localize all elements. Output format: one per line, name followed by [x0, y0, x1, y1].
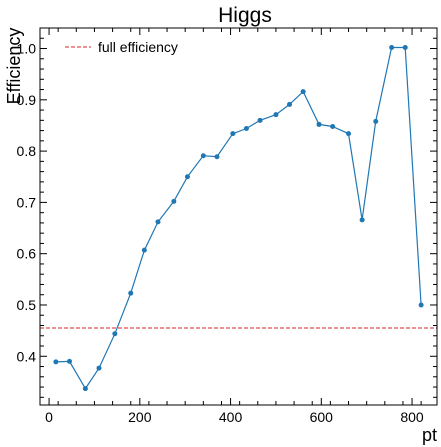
legend: full efficiency — [65, 39, 178, 55]
chart-title: Higgs — [218, 4, 272, 27]
data-point — [230, 131, 236, 137]
efficiency-series-line — [55, 46, 422, 390]
data-point — [316, 121, 322, 127]
data-point — [389, 44, 395, 50]
data-point — [257, 117, 263, 123]
data-point — [330, 123, 336, 129]
plot-area — [40, 44, 437, 392]
data-point — [300, 89, 306, 95]
x-axis-title: pt — [422, 425, 437, 445]
tick-labels: 0 200 400 600 800 0.4 0.5 0.6 0.7 0.8 0.9 1.0 — [17, 41, 424, 425]
axis-ticks — [39, 28, 437, 405]
x-tick-label: 800 — [400, 409, 424, 425]
data-point — [128, 290, 134, 296]
axes-frame — [39, 27, 438, 406]
data-point — [373, 118, 379, 124]
y-tick-label: 0.5 — [17, 297, 37, 313]
data-point — [96, 365, 102, 371]
y-tick-label: 0.6 — [17, 246, 37, 262]
y-axis-title: Efficiency — [4, 28, 24, 105]
x-tick-label: 200 — [128, 409, 152, 425]
y-tick-label: 0.4 — [17, 348, 37, 364]
data-point — [53, 359, 59, 365]
data-point — [184, 174, 190, 180]
x-tick-label: 400 — [219, 409, 243, 425]
data-point — [359, 217, 365, 223]
y-tick-label: 0.8 — [17, 143, 37, 159]
legend-label-full-efficiency: full efficiency — [98, 39, 178, 55]
data-point — [273, 112, 279, 118]
data-point — [200, 153, 206, 159]
data-point — [155, 219, 161, 225]
data-point — [82, 386, 88, 392]
y-tick-label: 1.0 — [17, 41, 37, 57]
x-tick-label: 600 — [310, 409, 334, 425]
data-point — [214, 154, 220, 160]
data-point — [346, 131, 352, 137]
data-point — [171, 198, 177, 204]
data-point — [66, 358, 72, 364]
y-tick-label: 0.9 — [17, 92, 37, 108]
data-point — [112, 331, 118, 337]
data-point — [287, 101, 293, 107]
data-point — [141, 247, 147, 253]
data-point — [418, 302, 424, 308]
data-point — [243, 126, 249, 132]
y-tick-label: 0.7 — [17, 194, 37, 210]
x-tick-label: 0 — [45, 409, 53, 425]
data-point — [402, 44, 408, 50]
